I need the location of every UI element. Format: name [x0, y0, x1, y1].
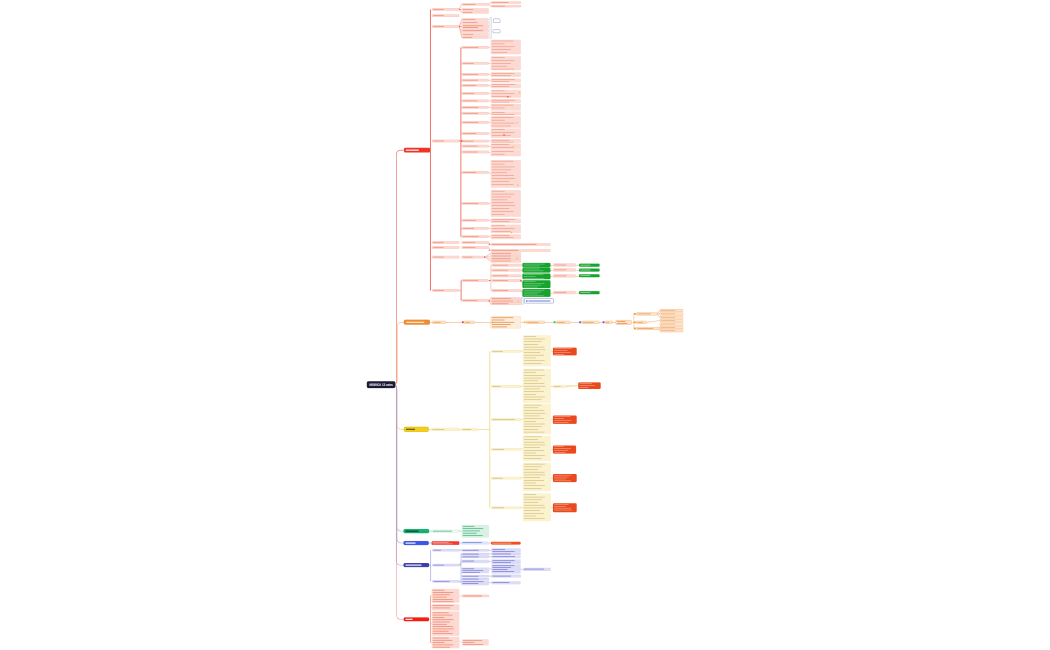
svg-text:WEBRICK CS notes: WEBRICK CS notes — [369, 383, 393, 387]
